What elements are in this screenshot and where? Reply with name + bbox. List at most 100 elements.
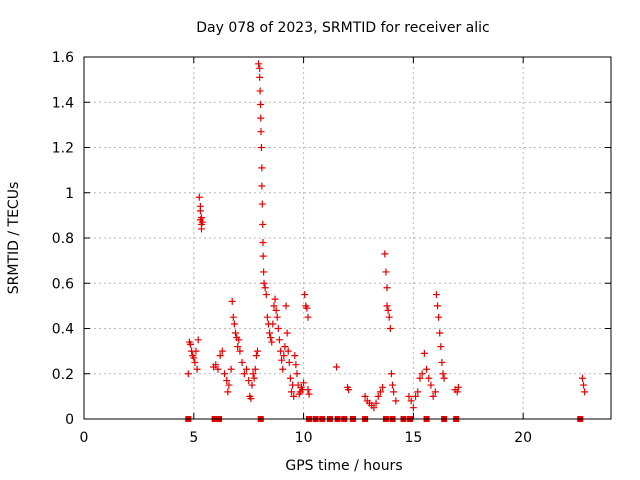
data-point [284, 347, 292, 355]
data-point [266, 329, 274, 337]
data-point [384, 306, 392, 314]
data-point [259, 252, 267, 260]
data-point [425, 374, 433, 382]
data-point [305, 390, 313, 398]
data-point [234, 343, 242, 351]
data-point [436, 329, 444, 337]
data-point [192, 347, 200, 355]
data-point [416, 374, 424, 382]
data-point [259, 239, 267, 247]
plot-frame [83, 56, 612, 420]
x-tick-label: 10 [295, 430, 313, 446]
x-tick-label: 20 [514, 430, 532, 446]
data-point [275, 336, 283, 344]
y-tick-label: 0 [65, 412, 74, 428]
data-point [280, 352, 288, 360]
data-point [261, 284, 269, 292]
data-point [229, 313, 237, 321]
y-tick-label: 1.4 [52, 95, 74, 111]
data-point [224, 388, 232, 396]
data-point [361, 392, 369, 400]
data-point [290, 392, 298, 400]
data-point [184, 370, 192, 378]
data-point [304, 313, 312, 321]
data-point [253, 347, 261, 355]
data-point [580, 381, 588, 389]
data-point [236, 347, 244, 355]
data-point [303, 304, 311, 312]
data-point [235, 336, 243, 344]
y-tick-label: 0.4 [52, 322, 74, 338]
data-point [227, 365, 235, 373]
data-point [256, 64, 264, 72]
data-point [256, 87, 264, 95]
data-point [270, 302, 278, 310]
data-point [250, 374, 258, 382]
data-point [392, 397, 400, 405]
y-tick-label: 1 [65, 186, 74, 202]
y-tick-label: 1.6 [52, 50, 74, 66]
x-tick-label: 0 [80, 430, 89, 446]
data-point [269, 320, 277, 328]
data-point [283, 329, 291, 337]
data-point [437, 343, 445, 351]
data-point [288, 388, 296, 396]
data-point [372, 399, 380, 407]
data-point [407, 397, 415, 405]
data-point [257, 128, 265, 136]
data-point [389, 381, 397, 389]
data-point [258, 200, 266, 208]
data-point [258, 164, 266, 172]
data-point [195, 193, 203, 201]
data-point [197, 225, 205, 233]
data-point [370, 404, 378, 412]
data-point [232, 329, 240, 337]
data-point [279, 365, 287, 373]
data-point [223, 377, 231, 385]
data-point [405, 392, 413, 400]
data-point [271, 295, 279, 303]
data-point [578, 374, 586, 382]
data-point [216, 352, 224, 360]
data-point [248, 381, 256, 389]
data-point [386, 325, 394, 332]
data-point [285, 358, 293, 366]
data-point [278, 356, 286, 364]
data-point [409, 404, 417, 412]
chart-title: Day 078 of 2023, SRMTID for receiver ali… [196, 20, 489, 36]
data-point [199, 218, 207, 226]
data-point [431, 388, 439, 396]
grid [84, 57, 611, 419]
data-point [263, 313, 271, 321]
data-point [260, 268, 268, 276]
data-point [257, 114, 265, 122]
data-point [293, 370, 301, 378]
data-point [382, 268, 390, 276]
data-point [218, 347, 226, 355]
data-point [423, 365, 431, 373]
data-point [251, 365, 259, 373]
data-point [191, 358, 199, 366]
data-point [281, 343, 289, 351]
y-tick-label: 0.8 [52, 231, 74, 247]
data-point [249, 370, 257, 378]
data-point [414, 388, 422, 396]
data-point [252, 352, 260, 360]
data-point [291, 352, 299, 360]
data-point [214, 365, 222, 373]
data-point [440, 374, 448, 382]
data-point [304, 386, 312, 394]
data-point [383, 284, 391, 292]
data-point [274, 325, 282, 332]
data-point [412, 392, 420, 400]
data-point [292, 361, 300, 369]
data-point [434, 302, 442, 310]
data-point [238, 358, 246, 366]
data-point [190, 354, 198, 362]
data-point [194, 336, 202, 344]
y-tick-label: 1.2 [52, 141, 74, 157]
data-point [374, 392, 382, 400]
data-point [197, 214, 205, 222]
data-point [345, 386, 353, 394]
